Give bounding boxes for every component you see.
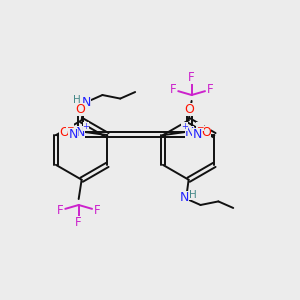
Text: N: N [68,128,78,141]
Text: O: O [59,126,69,139]
Text: O: O [201,126,211,139]
Text: F: F [207,83,214,96]
Text: N: N [185,126,194,139]
Text: F: F [188,71,195,84]
Text: +: + [181,122,188,131]
Text: N: N [193,128,202,141]
Text: F: F [169,83,176,96]
Text: O: O [185,103,195,116]
Text: N: N [81,96,91,109]
Text: −: − [196,122,204,131]
Text: F: F [75,216,82,229]
Text: N: N [76,126,85,139]
Text: F: F [57,204,63,217]
Text: +: + [82,122,89,131]
Text: N: N [179,191,189,204]
Text: O: O [76,103,85,116]
Text: −: − [67,122,74,131]
Text: F: F [94,204,101,217]
Text: H: H [189,190,197,200]
Text: H: H [73,95,80,105]
